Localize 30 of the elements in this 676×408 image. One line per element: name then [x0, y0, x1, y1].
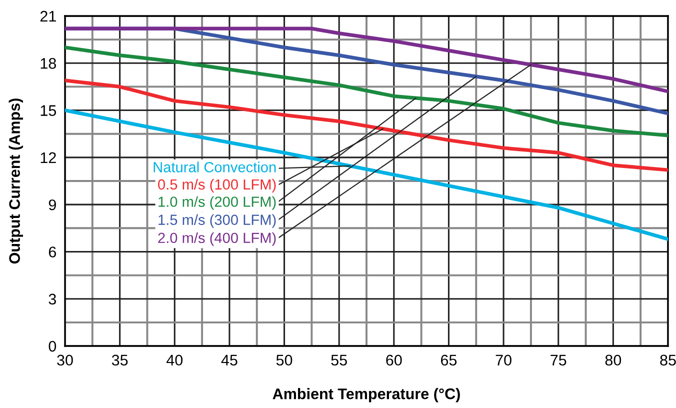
- y-tick-label: 18: [40, 58, 56, 69]
- x-tick-label: 35: [112, 354, 128, 366]
- x-tick-label: 75: [550, 354, 566, 366]
- text: 1.5 m/s (300 LFM): [158, 214, 276, 228]
- x-tick-label: 45: [221, 354, 238, 366]
- y-tick-label: 15: [40, 105, 56, 116]
- y-tick-label: 3: [48, 294, 56, 305]
- x-tick-label: 50: [276, 354, 292, 366]
- y-tick-label: 21: [40, 10, 56, 22]
- line-series: [65, 46, 668, 138]
- x-tick-label: 55: [331, 354, 347, 366]
- y-tick-label: 9: [48, 199, 56, 210]
- x-tick-label: 40: [166, 354, 183, 366]
- x-tick-label: 70: [496, 354, 512, 366]
- series-label: Natural Convection: [154, 162, 276, 172]
- x-tick-label: 85: [660, 354, 676, 366]
- line-series: [65, 26, 668, 94]
- text: 2.0 m/s (400 LFM): [158, 232, 276, 246]
- text: 1.0 m/s (200 LFM): [158, 196, 276, 210]
- y-tick-label: 0: [48, 340, 56, 352]
- x-axis-title: Ambient Temperature (°C): [272, 388, 460, 402]
- x-tick-label: 60: [386, 354, 402, 366]
- y-tick-label: 6: [48, 246, 56, 258]
- text: 0.5 m/s (100 LFM): [158, 178, 276, 193]
- x-tick-label: 30: [57, 354, 73, 366]
- y-tick-label: 12: [40, 152, 56, 163]
- line-series: [65, 78, 668, 172]
- y-axis-title: Output Current (Amps): [8, 98, 24, 264]
- x-tick-label: 80: [605, 354, 622, 366]
- x-tick-label: 65: [441, 354, 457, 366]
